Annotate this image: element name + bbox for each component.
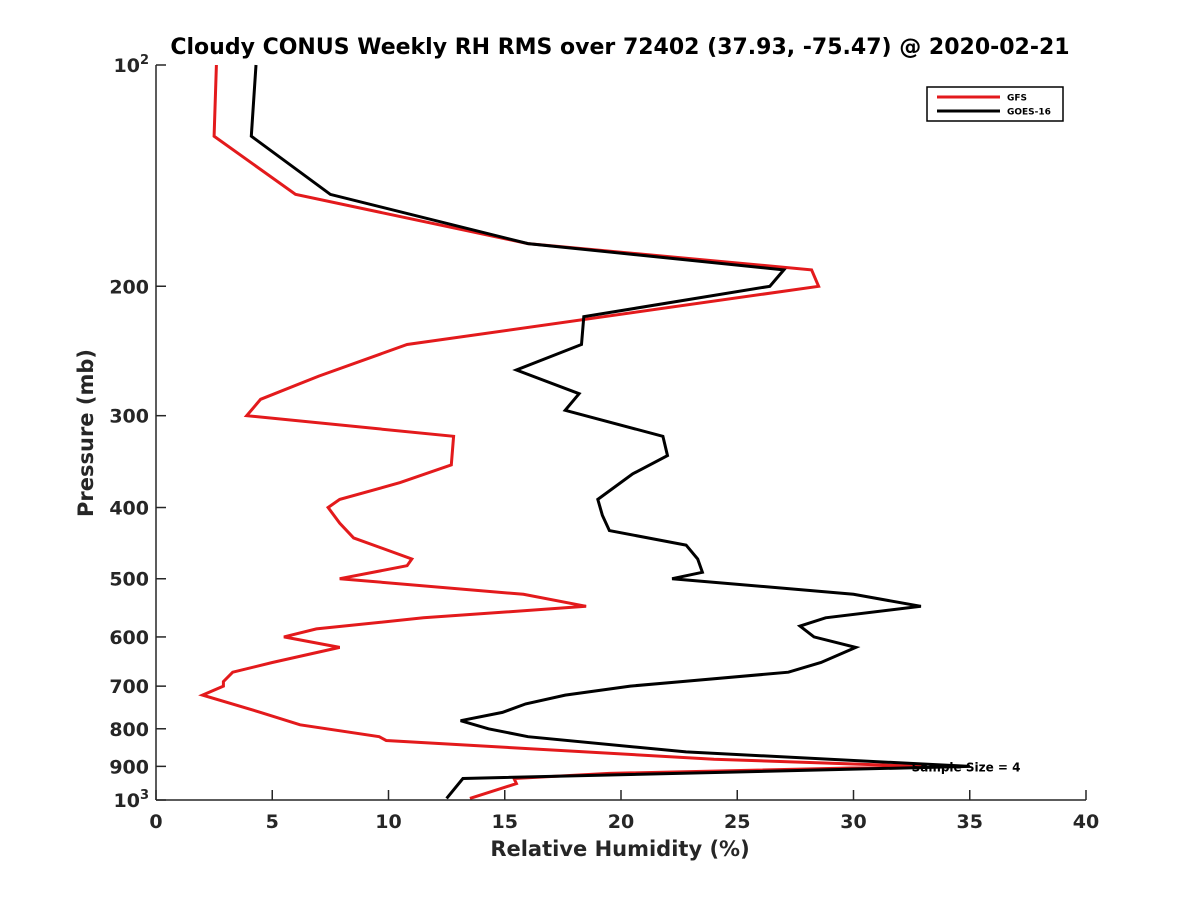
y-tick-label: 300 — [109, 406, 149, 428]
x-tick-label: 25 — [724, 811, 750, 833]
legend: GFS GOES-16 — [926, 86, 1064, 122]
x-tick-label: 35 — [957, 811, 983, 833]
series-line-goes-16 — [249, 64, 970, 800]
x-tick-label: 30 — [840, 811, 866, 833]
y-tick-label: 800 — [109, 719, 149, 741]
y-tick-label: 500 — [109, 569, 149, 591]
x-axis-label: Relative Humidity (%) — [490, 837, 749, 861]
x-tick-label: 40 — [1073, 811, 1099, 833]
series-line-gfs — [198, 64, 924, 800]
sample-size-annotation: Sample Size = 4 — [912, 760, 1021, 774]
legend-label-goes-16: GOES-16 — [1007, 108, 1051, 118]
y-tick-label: 600 — [109, 627, 149, 649]
y-axis-label: Pressure (mb) — [74, 349, 98, 517]
legend-label-gfs: GFS — [1007, 94, 1027, 104]
x-tick-label: 0 — [149, 811, 162, 833]
y-tick-label: 900 — [109, 756, 149, 778]
y-tick-label: 102 — [114, 53, 150, 77]
y-tick-label: 103 — [114, 788, 150, 812]
y-tick-label: 200 — [109, 276, 149, 298]
chart-title: Cloudy CONUS Weekly RH RMS over 72402 (3… — [170, 35, 1069, 60]
x-tick-label: 20 — [608, 811, 634, 833]
y-tick-label: 700 — [109, 676, 149, 698]
axes-layer: 0 5 10 15 20 25 30 35 40 102 200 300 400 500 600 700 800… — [109, 53, 1099, 833]
y-tick-label: 400 — [109, 498, 149, 520]
x-tick-label: 5 — [266, 811, 279, 833]
series-layer — [198, 64, 970, 800]
x-tick-label: 15 — [492, 811, 518, 833]
legend-box — [926, 86, 1064, 122]
x-tick-label: 10 — [375, 811, 401, 833]
